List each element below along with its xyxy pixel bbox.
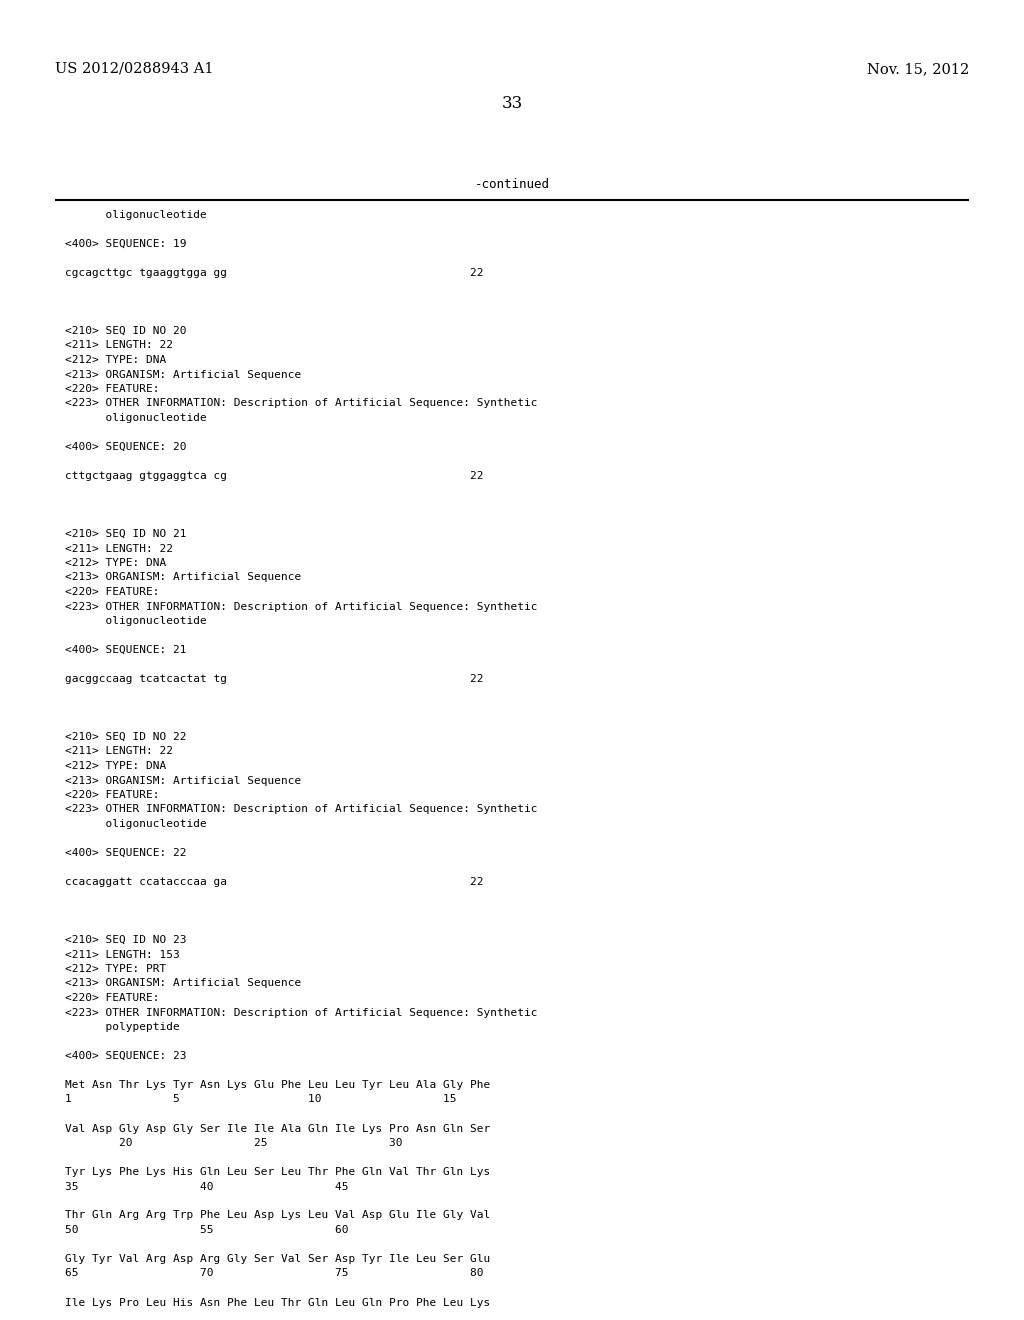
Text: <211> LENGTH: 22: <211> LENGTH: 22 [65,341,173,351]
Text: <223> OTHER INFORMATION: Description of Artificial Sequence: Synthetic: <223> OTHER INFORMATION: Description of … [65,804,538,814]
Text: <400> SEQUENCE: 20: <400> SEQUENCE: 20 [65,442,186,451]
Text: <212> TYPE: DNA: <212> TYPE: DNA [65,762,166,771]
Text: <400> SEQUENCE: 19: <400> SEQUENCE: 19 [65,239,186,249]
Text: <210> SEQ ID NO 23: <210> SEQ ID NO 23 [65,935,186,945]
Text: <220> FEATURE:: <220> FEATURE: [65,993,160,1003]
Text: <212> TYPE: PRT: <212> TYPE: PRT [65,964,166,974]
Text: -continued: -continued [474,178,550,191]
Text: cgcagcttgc tgaaggtgga gg                                    22: cgcagcttgc tgaaggtgga gg 22 [65,268,483,279]
Text: <212> TYPE: DNA: <212> TYPE: DNA [65,355,166,366]
Text: Tyr Lys Phe Lys His Gln Leu Ser Leu Thr Phe Gln Val Thr Gln Lys: Tyr Lys Phe Lys His Gln Leu Ser Leu Thr … [65,1167,490,1177]
Text: <400> SEQUENCE: 21: <400> SEQUENCE: 21 [65,645,186,655]
Text: <400> SEQUENCE: 23: <400> SEQUENCE: 23 [65,1051,186,1061]
Text: oligonucleotide: oligonucleotide [65,413,207,422]
Text: <210> SEQ ID NO 22: <210> SEQ ID NO 22 [65,733,186,742]
Text: <213> ORGANISM: Artificial Sequence: <213> ORGANISM: Artificial Sequence [65,573,301,582]
Text: <220> FEATURE:: <220> FEATURE: [65,587,160,597]
Text: <223> OTHER INFORMATION: Description of Artificial Sequence: Synthetic: <223> OTHER INFORMATION: Description of … [65,602,538,611]
Text: Nov. 15, 2012: Nov. 15, 2012 [866,62,969,77]
Text: <211> LENGTH: 22: <211> LENGTH: 22 [65,747,173,756]
Text: ccacaggatt ccatacccaa ga                                    22: ccacaggatt ccatacccaa ga 22 [65,876,483,887]
Text: <211> LENGTH: 153: <211> LENGTH: 153 [65,949,180,960]
Text: Thr Gln Arg Arg Trp Phe Leu Asp Lys Leu Val Asp Glu Ile Gly Val: Thr Gln Arg Arg Trp Phe Leu Asp Lys Leu … [65,1210,490,1221]
Text: Met Asn Thr Lys Tyr Asn Lys Glu Phe Leu Leu Tyr Leu Ala Gly Phe: Met Asn Thr Lys Tyr Asn Lys Glu Phe Leu … [65,1080,490,1090]
Text: gacggccaag tcatcactat tg                                    22: gacggccaag tcatcactat tg 22 [65,675,483,684]
Text: <212> TYPE: DNA: <212> TYPE: DNA [65,558,166,568]
Text: 33: 33 [502,95,522,112]
Text: <210> SEQ ID NO 20: <210> SEQ ID NO 20 [65,326,186,337]
Text: US 2012/0288943 A1: US 2012/0288943 A1 [55,62,213,77]
Text: 65                  70                  75                  80: 65 70 75 80 [65,1269,483,1279]
Text: Ile Lys Pro Leu His Asn Phe Leu Thr Gln Leu Gln Pro Phe Leu Lys: Ile Lys Pro Leu His Asn Phe Leu Thr Gln … [65,1298,490,1308]
Text: Val Asp Gly Asp Gly Ser Ile Ile Ala Gln Ile Lys Pro Asn Gln Ser: Val Asp Gly Asp Gly Ser Ile Ile Ala Gln … [65,1123,490,1134]
Text: <210> SEQ ID NO 21: <210> SEQ ID NO 21 [65,529,186,539]
Text: 50                  55                  60: 50 55 60 [65,1225,348,1236]
Text: <213> ORGANISM: Artificial Sequence: <213> ORGANISM: Artificial Sequence [65,978,301,989]
Text: oligonucleotide: oligonucleotide [65,210,207,220]
Text: 1               5                   10                  15: 1 5 10 15 [65,1094,457,1105]
Text: <220> FEATURE:: <220> FEATURE: [65,384,160,393]
Text: 35                  40                  45: 35 40 45 [65,1181,348,1192]
Text: <220> FEATURE:: <220> FEATURE: [65,789,160,800]
Text: <211> LENGTH: 22: <211> LENGTH: 22 [65,544,173,553]
Text: cttgctgaag gtggaggtca cg                                    22: cttgctgaag gtggaggtca cg 22 [65,471,483,480]
Text: <213> ORGANISM: Artificial Sequence: <213> ORGANISM: Artificial Sequence [65,776,301,785]
Text: Gly Tyr Val Arg Asp Arg Gly Ser Val Ser Asp Tyr Ile Leu Ser Glu: Gly Tyr Val Arg Asp Arg Gly Ser Val Ser … [65,1254,490,1265]
Text: 20                  25                  30: 20 25 30 [65,1138,402,1148]
Text: <213> ORGANISM: Artificial Sequence: <213> ORGANISM: Artificial Sequence [65,370,301,380]
Text: <223> OTHER INFORMATION: Description of Artificial Sequence: Synthetic: <223> OTHER INFORMATION: Description of … [65,1007,538,1018]
Text: polypeptide: polypeptide [65,1022,180,1032]
Text: oligonucleotide: oligonucleotide [65,818,207,829]
Text: <400> SEQUENCE: 22: <400> SEQUENCE: 22 [65,847,186,858]
Text: <223> OTHER INFORMATION: Description of Artificial Sequence: Synthetic: <223> OTHER INFORMATION: Description of … [65,399,538,408]
Text: oligonucleotide: oligonucleotide [65,616,207,626]
